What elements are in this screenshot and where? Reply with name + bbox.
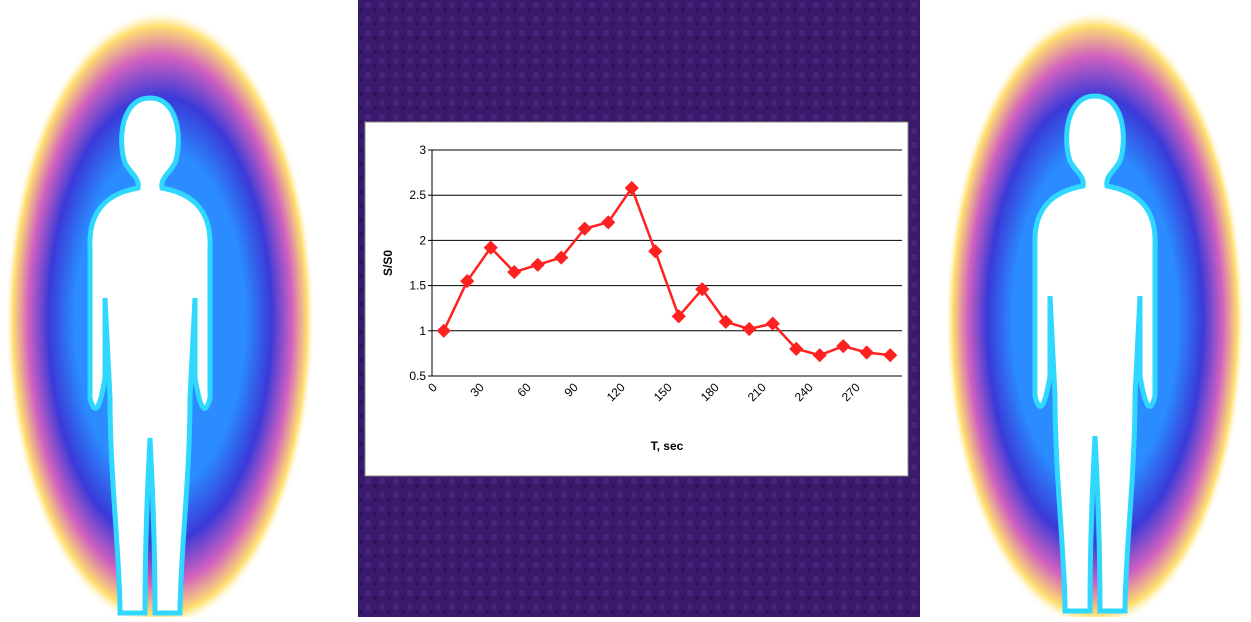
marker — [742, 321, 757, 337]
marker — [460, 274, 475, 289]
marker — [624, 180, 639, 196]
y-tick-label: 1 — [419, 324, 426, 338]
marker — [765, 316, 780, 331]
y-tick-label: 1.5 — [409, 279, 426, 293]
aura-image-left — [5, 10, 315, 622]
y-tick-label: 3 — [419, 143, 426, 157]
y-tick-label: 0.5 — [409, 369, 426, 383]
y-axis-label: S/S0 — [381, 250, 395, 276]
marker — [695, 282, 710, 297]
marker — [883, 348, 898, 363]
chart: S/S0 T, sec 0.511.522.530 30 60 90 120 150 180… — [381, 143, 902, 453]
marker — [648, 244, 663, 259]
y-tick-label: 2 — [419, 233, 426, 247]
marker — [436, 323, 451, 338]
marker — [789, 341, 804, 356]
marker — [483, 240, 498, 255]
aura-image-right — [945, 10, 1245, 622]
marker — [718, 314, 733, 329]
marker — [601, 215, 616, 230]
marker — [507, 264, 522, 280]
y-tick-label: 2.5 — [409, 188, 426, 202]
marker — [530, 257, 545, 272]
marker — [671, 309, 686, 324]
marker — [836, 339, 851, 354]
marker — [859, 345, 874, 360]
x-axis-label: T, sec — [651, 439, 684, 453]
marker — [554, 250, 569, 265]
chart-box — [364, 121, 909, 477]
marker — [812, 348, 827, 363]
marker — [577, 221, 592, 236]
